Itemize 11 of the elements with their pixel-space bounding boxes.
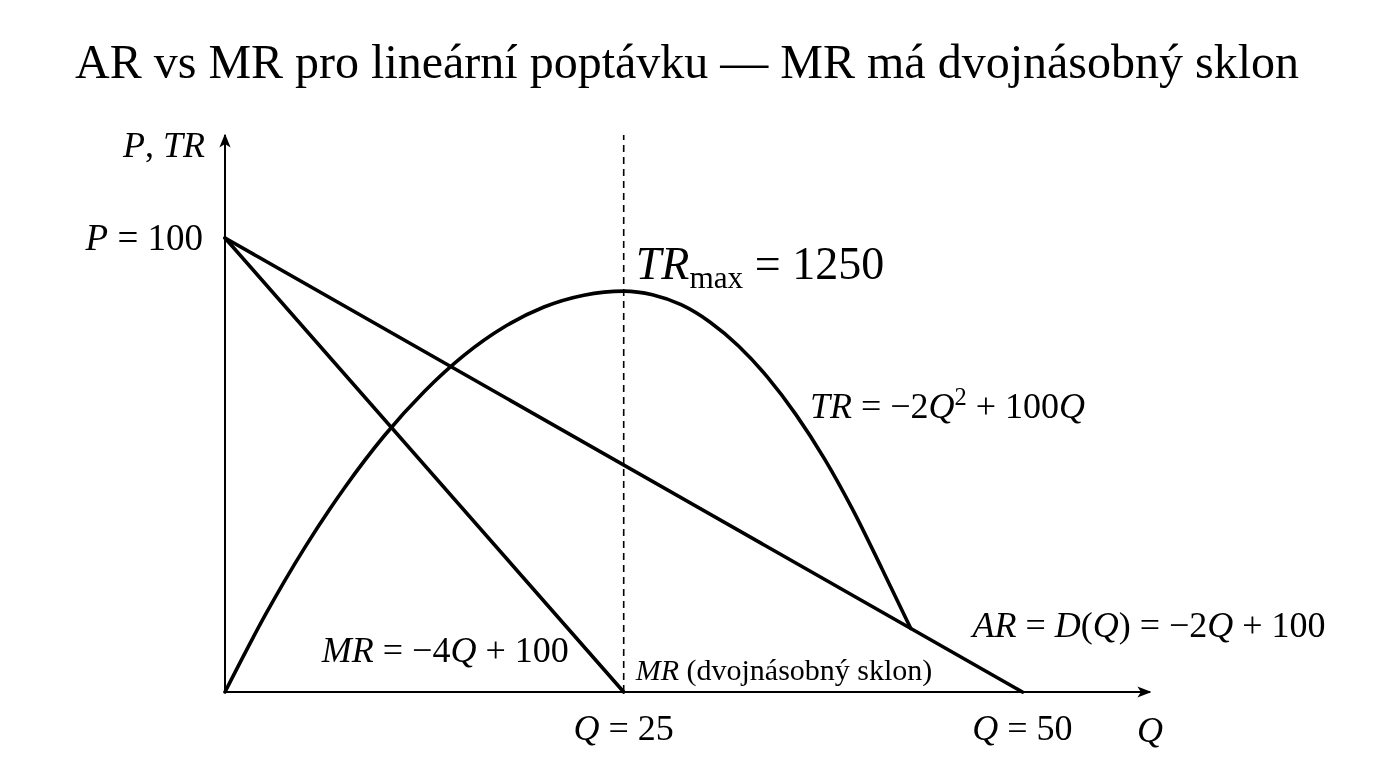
series-label: AR = D(Q) = −2Q + 100: [970, 605, 1326, 645]
series-label: MR = −4Q + 100: [320, 630, 569, 670]
chart-title: AR vs MR pro lineární poptávku — MR má dvojnásobný sklon: [75, 35, 1299, 88]
series-label: TR = −2Q$^{2}$ + 100Q: [809, 382, 1086, 426]
annotation: TR$_{max}$ = 1250: [635, 238, 885, 296]
y-axis-title: P, TR: [121, 125, 206, 165]
text: P = 100: [84, 217, 203, 258]
x-tick-label: Q = 25: [573, 708, 674, 748]
annotation: MR (dvojnásobný sklon): [634, 653, 933, 687]
x-axis-title: Q: [1137, 710, 1163, 750]
x-tick-label: Q = 50: [972, 708, 1073, 748]
